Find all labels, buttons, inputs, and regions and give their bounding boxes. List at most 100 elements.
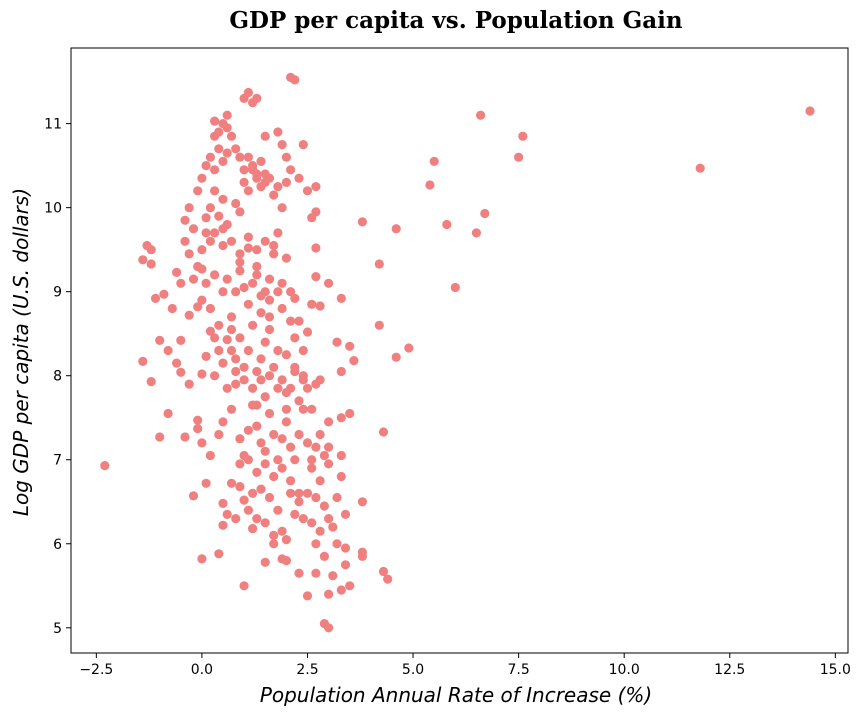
data-point	[476, 110, 486, 120]
data-point	[197, 264, 207, 274]
data-point	[231, 198, 241, 209]
data-point	[264, 274, 275, 284]
data-point	[307, 404, 317, 414]
data-point	[248, 524, 258, 534]
data-point	[243, 455, 253, 465]
data-point	[235, 459, 245, 469]
data-point	[243, 152, 253, 162]
data-point	[235, 333, 245, 343]
data-point	[252, 366, 262, 377]
data-point	[450, 282, 460, 293]
data-point	[269, 471, 279, 482]
data-point	[345, 408, 355, 419]
data-point	[269, 429, 279, 440]
data-point	[273, 127, 283, 137]
data-point	[205, 450, 215, 461]
data-point	[311, 568, 321, 578]
data-point	[172, 358, 182, 368]
data-point	[205, 326, 215, 336]
data-point	[260, 518, 270, 528]
data-point	[264, 408, 275, 419]
data-point	[319, 501, 329, 511]
data-point	[243, 425, 253, 435]
data-point	[188, 274, 199, 284]
data-point	[324, 442, 334, 452]
data-point	[264, 173, 275, 183]
data-point	[188, 224, 199, 234]
data-point	[226, 478, 237, 488]
data-point	[336, 471, 346, 482]
data-point	[214, 429, 224, 440]
x-tick-label: −2.5	[79, 662, 113, 678]
data-point	[201, 278, 211, 288]
data-point	[260, 131, 270, 141]
data-point	[269, 539, 279, 549]
data-point	[197, 369, 207, 379]
y-tick-label: 7	[53, 453, 62, 469]
data-point	[248, 383, 258, 393]
data-point	[235, 434, 245, 444]
data-point	[193, 415, 203, 425]
data-point	[290, 333, 300, 343]
data-point	[218, 224, 228, 234]
data-point	[260, 459, 270, 469]
data-point	[239, 177, 249, 187]
data-point	[226, 345, 237, 356]
data-point	[256, 354, 266, 364]
data-point	[290, 509, 300, 519]
data-point	[281, 350, 291, 360]
data-point	[290, 366, 300, 377]
data-point	[324, 589, 334, 599]
data-point	[256, 156, 266, 166]
data-point	[336, 585, 346, 595]
data-point	[193, 424, 203, 434]
data-point	[286, 165, 296, 175]
chart-title: GDP per capita vs. Population Gain	[229, 7, 682, 34]
data-point	[273, 383, 283, 393]
data-point	[222, 110, 232, 120]
data-point	[357, 497, 367, 507]
data-point	[248, 488, 258, 498]
data-point	[163, 408, 173, 419]
data-point	[328, 571, 338, 581]
data-point	[214, 127, 224, 137]
data-point	[239, 165, 249, 175]
data-point	[214, 144, 224, 154]
data-point	[281, 253, 291, 263]
data-point	[332, 492, 342, 503]
data-point	[197, 173, 207, 183]
data-point	[349, 356, 359, 366]
data-point	[281, 417, 291, 427]
data-point	[324, 417, 334, 427]
data-point	[231, 287, 241, 297]
data-point	[277, 203, 287, 213]
data-point	[252, 169, 262, 179]
data-point	[239, 581, 249, 591]
data-point	[429, 156, 439, 166]
data-point	[294, 497, 304, 507]
y-axis-label: Log GDP per capita (U.S. dollars)	[9, 188, 33, 516]
data-point	[226, 404, 237, 414]
data-point	[239, 375, 249, 385]
data-point	[324, 278, 334, 288]
data-point	[311, 539, 321, 549]
data-point	[235, 249, 245, 259]
data-point	[235, 207, 245, 217]
data-point	[281, 152, 291, 162]
data-point	[298, 514, 308, 524]
data-point	[218, 358, 228, 368]
x-tick-label: 7.5	[507, 662, 529, 678]
data-point	[210, 165, 220, 175]
data-point	[294, 173, 304, 183]
data-point	[155, 335, 165, 345]
data-point	[277, 303, 287, 314]
data-point	[222, 148, 232, 158]
data-point	[383, 574, 393, 584]
data-point	[235, 257, 245, 267]
data-point	[214, 549, 224, 559]
data-point	[324, 514, 334, 524]
data-point	[324, 459, 334, 469]
data-point	[239, 362, 249, 372]
data-point	[332, 539, 342, 549]
data-point	[184, 310, 194, 320]
